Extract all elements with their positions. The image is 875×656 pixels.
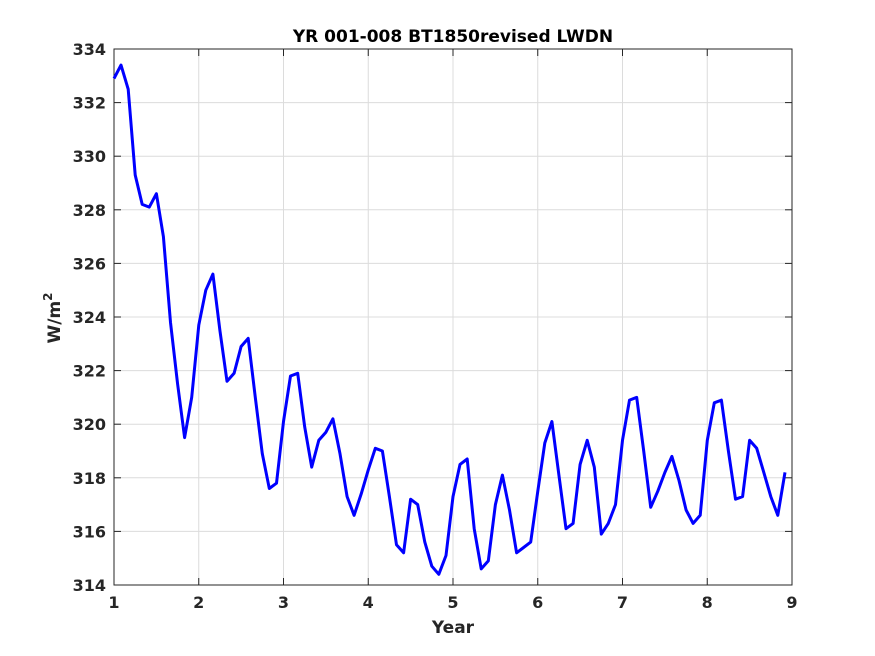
y-tick-label: 322 bbox=[73, 362, 106, 381]
grid-lines bbox=[113, 48, 793, 586]
x-tick-labels: 1 2 3 4 5 6 7 8 9 bbox=[108, 593, 797, 612]
y-tick-label: 328 bbox=[73, 201, 106, 220]
y-tick-label: 324 bbox=[73, 308, 106, 327]
x-tick-label: 8 bbox=[702, 593, 713, 612]
x-tick-label: 4 bbox=[363, 593, 374, 612]
y-tick-label: 320 bbox=[73, 415, 106, 434]
y-tick-label: 326 bbox=[73, 254, 106, 273]
y-tick-label: 318 bbox=[73, 469, 106, 488]
x-tick-label: 2 bbox=[193, 593, 204, 612]
x-tick-label: 5 bbox=[447, 593, 458, 612]
chart-title: YR 001-008 BT1850revised LWDN bbox=[292, 27, 613, 47]
x-axis-label: Year bbox=[431, 618, 475, 638]
y-axis-label: W/m2 bbox=[41, 292, 65, 343]
y-tick-label: 334 bbox=[73, 40, 106, 59]
series-layer bbox=[112, 63, 787, 576]
y-axis-label-main: W/m bbox=[45, 301, 65, 344]
x-tick-label: 6 bbox=[532, 593, 543, 612]
x-tick-label: 9 bbox=[786, 593, 797, 612]
y-tick-labels: 314 316 318 320 322 324 326 328 330 332 334 bbox=[73, 40, 106, 595]
x-tick-label: 7 bbox=[617, 593, 628, 612]
x-tick-label: 3 bbox=[278, 593, 289, 612]
x-tick-label: 1 bbox=[108, 593, 119, 612]
y-tick-label: 330 bbox=[73, 147, 106, 166]
y-tick-label: 314 bbox=[73, 576, 106, 595]
y-tick-label: 316 bbox=[73, 522, 106, 541]
y-axis-label-superscript: 2 bbox=[41, 292, 55, 300]
y-tick-label: 332 bbox=[73, 94, 106, 113]
plot-frame bbox=[113, 48, 793, 586]
series-line bbox=[112, 63, 787, 576]
